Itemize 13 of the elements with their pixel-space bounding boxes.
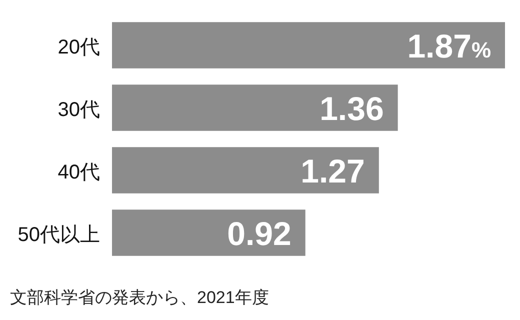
data-label: 0.92 [227, 214, 292, 252]
y-tick-label: 50代以上 [18, 224, 100, 246]
data-label: 1.87% [407, 27, 491, 64]
bar [112, 147, 379, 194]
data-label: 1.36 [320, 90, 384, 127]
bar [112, 22, 505, 68]
text: 文部科学省の発表から、2021年度 [10, 288, 269, 307]
y-tick-label: 30代 [58, 98, 100, 121]
y-tick-label: 40代 [58, 161, 100, 184]
data-label: 1.27 [300, 152, 365, 190]
y-tick-label: 20代 [58, 36, 100, 58]
bar [112, 210, 306, 256]
bar [112, 84, 398, 131]
